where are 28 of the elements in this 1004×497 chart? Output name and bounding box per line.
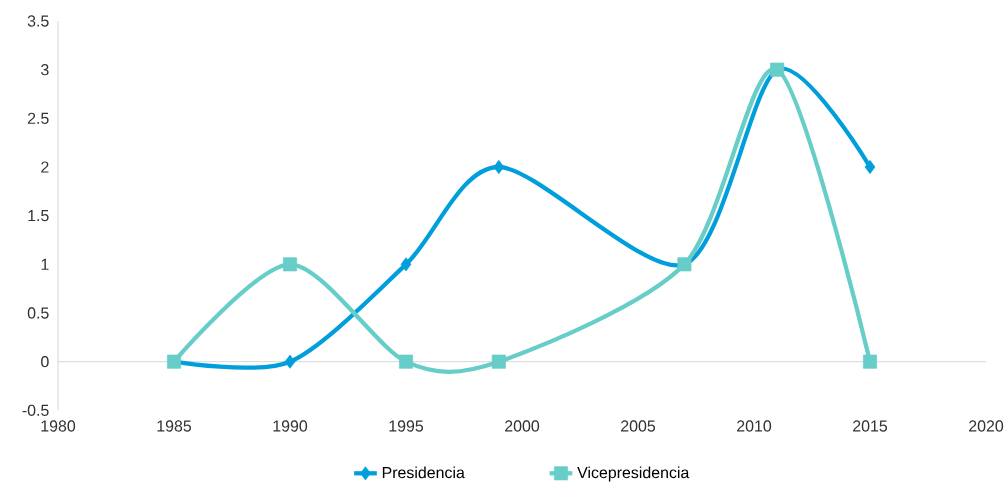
x-tick-label: 2000	[505, 420, 540, 432]
x-tick-label: 1985	[157, 420, 192, 432]
point	[283, 257, 297, 272]
point	[284, 354, 296, 369]
point	[491, 354, 506, 369]
point	[399, 354, 413, 369]
point	[864, 160, 876, 174]
y-tick-label: 3.5	[27, 15, 49, 27]
x-tick-label: 2005	[621, 420, 656, 432]
y-tick-label: 2.5	[27, 112, 49, 124]
x-tick-label: 1990	[273, 420, 308, 432]
legend-label: Presidencia	[382, 466, 465, 479]
y-tick-label: 3	[41, 64, 49, 76]
x-tick-label: 2020	[969, 420, 1004, 432]
y-tick-label: 0	[41, 356, 49, 368]
legend-label: Vicepresidencia	[577, 466, 690, 482]
x-tick-label: 1980	[41, 420, 76, 432]
y-tick-label: 0.5	[27, 307, 49, 319]
y-tick-label: 2	[41, 161, 49, 173]
x-tick-label: 1995	[389, 420, 424, 432]
y-tick-label: 1	[41, 258, 49, 270]
point	[863, 354, 877, 369]
point	[493, 160, 505, 174]
point	[400, 257, 412, 272]
y-tick-label: 1.5	[28, 210, 49, 222]
x-tick-label: 2010	[737, 420, 772, 432]
y-tick-label: -0.5	[22, 404, 49, 416]
x-tick-label: 2015	[853, 420, 888, 432]
